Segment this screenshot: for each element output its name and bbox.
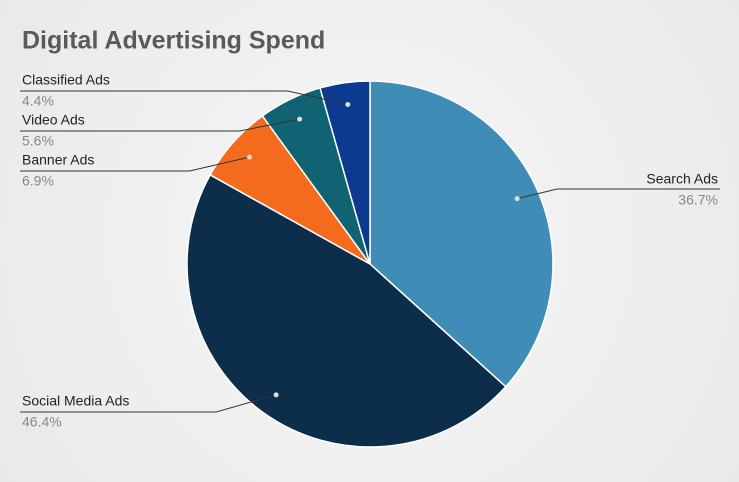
slice-label: Classified Ads bbox=[22, 72, 110, 88]
leader-dot bbox=[514, 196, 520, 202]
leader-line bbox=[20, 118, 300, 132]
value-label: 6.9% bbox=[22, 173, 54, 189]
value-label: 46.4% bbox=[22, 414, 62, 430]
leader-line bbox=[517, 188, 720, 200]
pie-slice bbox=[186, 173, 507, 448]
pie-slice bbox=[369, 80, 554, 388]
slice-label: Banner Ads bbox=[22, 152, 94, 168]
slice-label: Social Media Ads bbox=[22, 393, 129, 409]
slice-label: Video Ads bbox=[22, 112, 85, 128]
leader-dot bbox=[247, 154, 253, 160]
value-label: 4.4% bbox=[22, 93, 54, 109]
leader-line bbox=[20, 156, 250, 172]
value-label: 36.7% bbox=[678, 192, 718, 208]
leader-line bbox=[20, 394, 277, 413]
value-label: 5.6% bbox=[22, 133, 54, 149]
pie-slice bbox=[319, 80, 371, 265]
leader-line bbox=[20, 90, 348, 105]
leader-dot bbox=[273, 392, 279, 398]
chart-title: Digital Advertising Spend bbox=[22, 27, 325, 55]
slice-label: Search Ads bbox=[646, 171, 718, 187]
leader-dot bbox=[297, 116, 303, 122]
leader-dot bbox=[345, 101, 351, 107]
